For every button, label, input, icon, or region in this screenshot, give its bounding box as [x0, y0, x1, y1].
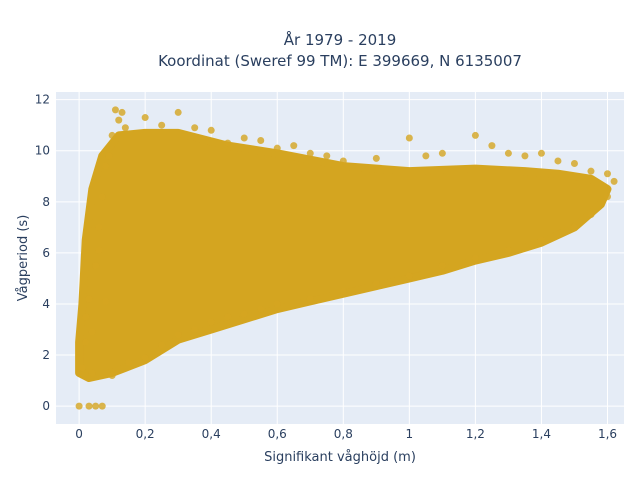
x-tick-label: 1: [406, 427, 414, 441]
data-point: [191, 326, 199, 334]
data-point: [273, 300, 281, 308]
x-tick-label: 0,8: [334, 427, 353, 441]
data-point: [98, 402, 106, 410]
data-point: [570, 223, 578, 231]
data-point: [158, 341, 166, 349]
data-point: [92, 402, 100, 410]
data-point: [257, 137, 265, 145]
data-point: [108, 131, 116, 139]
chart-title-line2: Koordinat (Sweref 99 TM): E 399669, N 61…: [158, 52, 522, 70]
data-point: [488, 142, 496, 150]
data-point: [240, 134, 248, 142]
data-point: [158, 121, 166, 129]
data-point: [95, 246, 103, 254]
data-point: [207, 318, 215, 326]
data-point: [290, 142, 298, 150]
data-point: [78, 364, 86, 372]
x-tick-label: 0,2: [136, 427, 155, 441]
x-tick-labels: 0 0,2 0,4 0,6 0,8 1 1,2 1,4 1,6: [75, 427, 617, 441]
x-tick-label: 0: [75, 427, 83, 441]
data-points: [75, 106, 618, 410]
data-point: [257, 305, 265, 313]
y-axis-label: Vågperiod (s): [16, 215, 31, 302]
data-point: [521, 152, 529, 160]
data-point: [537, 236, 545, 244]
data-point: [610, 177, 618, 185]
data-point: [504, 246, 512, 254]
data-point: [504, 149, 512, 157]
data-point: [75, 402, 83, 410]
data-point: [438, 262, 446, 270]
data-point: [405, 134, 413, 142]
data-point: [570, 160, 578, 168]
data-point: [603, 170, 611, 178]
data-point: [108, 371, 116, 379]
data-point: [339, 287, 347, 295]
y-tick-label: 6: [42, 246, 50, 260]
data-point: [306, 295, 314, 303]
y-tick-label: 2: [42, 348, 50, 362]
data-point: [95, 223, 103, 231]
data-point: [82, 313, 90, 321]
data-point: [85, 402, 93, 410]
data-point: [587, 167, 595, 175]
chart-title-line1: År 1979 - 2019: [284, 30, 397, 49]
data-point: [85, 295, 93, 303]
data-point: [111, 106, 119, 114]
data-point: [306, 149, 314, 157]
data-point: [554, 157, 562, 165]
data-point: [92, 262, 100, 270]
data-point: [422, 152, 430, 160]
y-tick-label: 8: [42, 195, 50, 209]
data-point: [141, 114, 149, 122]
y-tick-label: 12: [35, 93, 50, 107]
x-tick-label: 0,6: [268, 427, 287, 441]
data-point: [587, 211, 595, 219]
y-tick-label: 10: [35, 144, 50, 158]
x-axis-label: Signifikant våghöjd (m): [264, 450, 416, 465]
data-point: [405, 272, 413, 280]
data-point: [438, 149, 446, 157]
data-point: [141, 354, 149, 362]
data-point: [207, 126, 215, 134]
y-tick-label: 0: [42, 399, 50, 413]
x-tick-label: 0,4: [202, 427, 221, 441]
data-point: [82, 338, 90, 346]
data-point: [88, 369, 96, 377]
data-point: [191, 124, 199, 132]
data-point: [323, 152, 331, 160]
data-point: [339, 157, 347, 165]
data-point: [98, 193, 106, 201]
data-point: [174, 108, 182, 116]
data-point: [372, 280, 380, 288]
data-point: [105, 152, 113, 160]
data-point: [121, 124, 129, 132]
data-point: [471, 254, 479, 262]
data-point: [603, 193, 611, 201]
data-point: [224, 313, 232, 321]
data-point: [174, 331, 182, 339]
y-tick-label: 4: [42, 297, 50, 311]
data-point: [471, 131, 479, 139]
y-tick-labels: 0 2 4 6 8 10 12: [35, 93, 50, 413]
data-point: [240, 310, 248, 318]
data-point: [372, 154, 380, 162]
data-point: [125, 359, 133, 367]
data-point: [102, 297, 110, 305]
data-point: [537, 149, 545, 157]
x-tick-label: 1,2: [466, 427, 485, 441]
x-tick-label: 1,6: [598, 427, 617, 441]
data-point: [224, 139, 232, 147]
data-point: [118, 108, 126, 116]
x-tick-label: 1,4: [532, 427, 551, 441]
data-point: [115, 116, 123, 124]
data-point: [273, 144, 281, 152]
data-point: [88, 328, 96, 336]
data-point: [102, 162, 110, 170]
